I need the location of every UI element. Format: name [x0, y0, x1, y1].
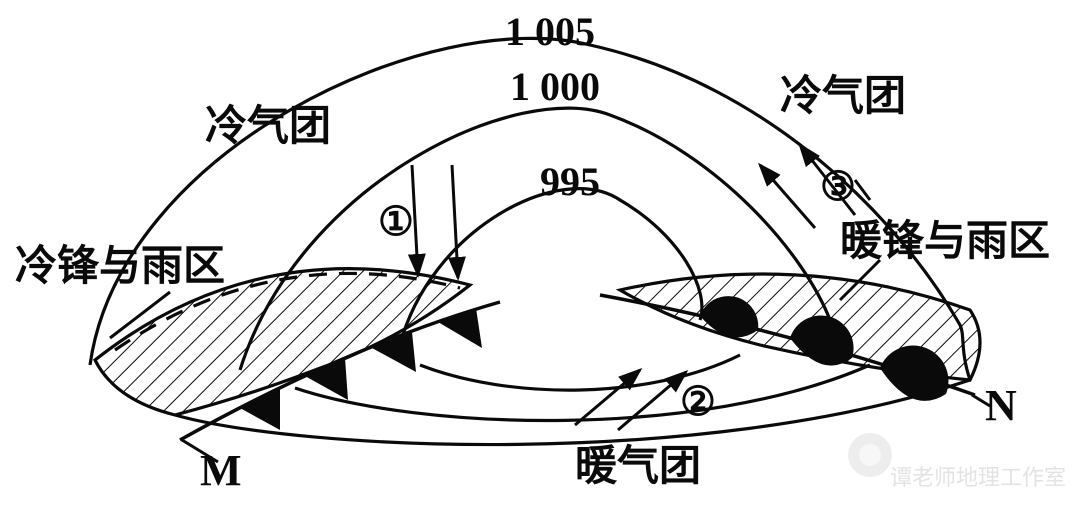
isobar-1000-label: 1 000 [510, 64, 600, 109]
watermark: 谭老师地理工作室 [848, 433, 1066, 490]
marker-1: ① [378, 199, 414, 244]
isobar-1005-label: 1 005 [505, 9, 595, 54]
marker-2: ② [680, 379, 716, 424]
isobar-995-label: 995 [540, 159, 600, 204]
arrow-3a [760, 165, 815, 228]
marker-3: ③ [820, 164, 856, 209]
cold-air-right-label: 冷气团 [780, 73, 906, 120]
warm-front-rain-label: 暖锋与雨区 [840, 218, 1050, 265]
N-label: N [985, 381, 1017, 430]
cold-front-rain-area [95, 269, 470, 415]
M-label: M [200, 446, 242, 495]
three-tick [855, 180, 870, 200]
warm-air-label: 暖气团 [575, 443, 701, 490]
watermark-text: 谭老师地理工作室 [890, 465, 1066, 490]
cold-air-left-label: 冷气团 [205, 103, 331, 150]
cold-front-rain-label: 冷锋与雨区 [15, 243, 225, 290]
arrow-1b [452, 165, 458, 278]
isobar-1000-south [295, 365, 870, 421]
